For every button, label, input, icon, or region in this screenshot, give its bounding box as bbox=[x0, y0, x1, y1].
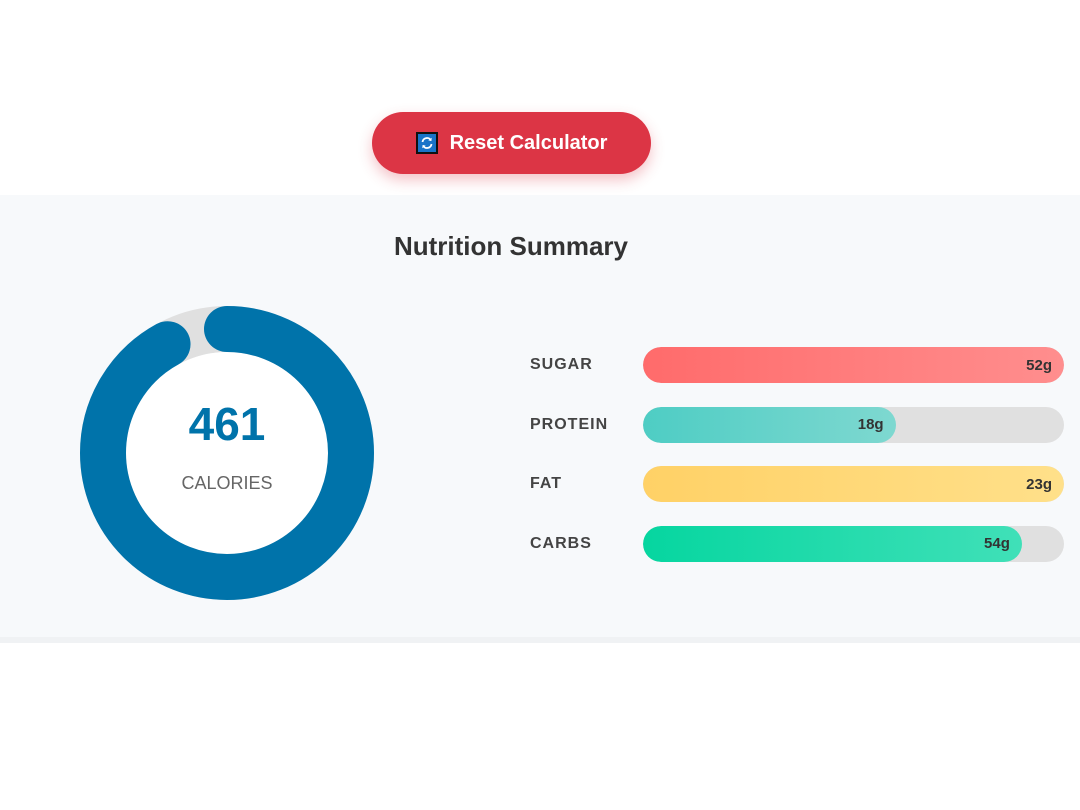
nutrient-value: 54g bbox=[984, 535, 1010, 552]
nutrient-bar-fill: 52g bbox=[643, 347, 1064, 383]
ring-inner bbox=[126, 352, 328, 554]
calorie-value: 461 bbox=[188, 397, 266, 450]
nutrient-value: 23g bbox=[1026, 475, 1052, 493]
nutrient-value: 18g bbox=[857, 416, 884, 433]
summary-title: Nutrition Summary bbox=[393, 231, 629, 261]
nutrient-row-sugar: SUGAR 52g bbox=[530, 347, 1064, 383]
nutrient-bar-fill: 54g bbox=[643, 525, 1022, 562]
nutrient-name: CARBS bbox=[530, 534, 592, 552]
nutrient-bar-track: 54g bbox=[643, 525, 1064, 562]
calorie-label: CALORIES bbox=[181, 472, 273, 493]
nutrient-value: 52g bbox=[1026, 356, 1052, 374]
nutrient-bar-fill: 18g bbox=[643, 406, 896, 443]
nutrient-name: PROTEIN bbox=[530, 415, 609, 433]
calorie-readout: 461 CALORIES bbox=[80, 306, 374, 600]
refresh-icon bbox=[415, 132, 438, 154]
nutrition-summary: Nutrition Summary 461 CALORIES SUGAR 52g… bbox=[0, 195, 1080, 643]
nutrient-bar-fill: 23g bbox=[643, 466, 1064, 502]
nutrient-bar-track: 52g bbox=[643, 347, 1064, 383]
nutrient-bar-track: 23g bbox=[643, 466, 1064, 502]
nutrient-name: SUGAR bbox=[530, 356, 593, 373]
nutrient-bar-track: 18g bbox=[643, 406, 1064, 443]
reset-calculator-button[interactable]: Reset Calculator bbox=[372, 112, 651, 174]
reset-button-label: Reset Calculator bbox=[449, 131, 608, 154]
nutrient-row-carbs: CARBS 54g bbox=[530, 525, 1064, 562]
nutrient-name: FAT bbox=[530, 475, 563, 492]
ring-progress bbox=[80, 306, 374, 600]
nutrient-row-fat: FAT 23g bbox=[530, 466, 1064, 502]
calorie-ring bbox=[80, 306, 374, 600]
nutrient-row-protein: PROTEIN 18g bbox=[530, 406, 1064, 443]
